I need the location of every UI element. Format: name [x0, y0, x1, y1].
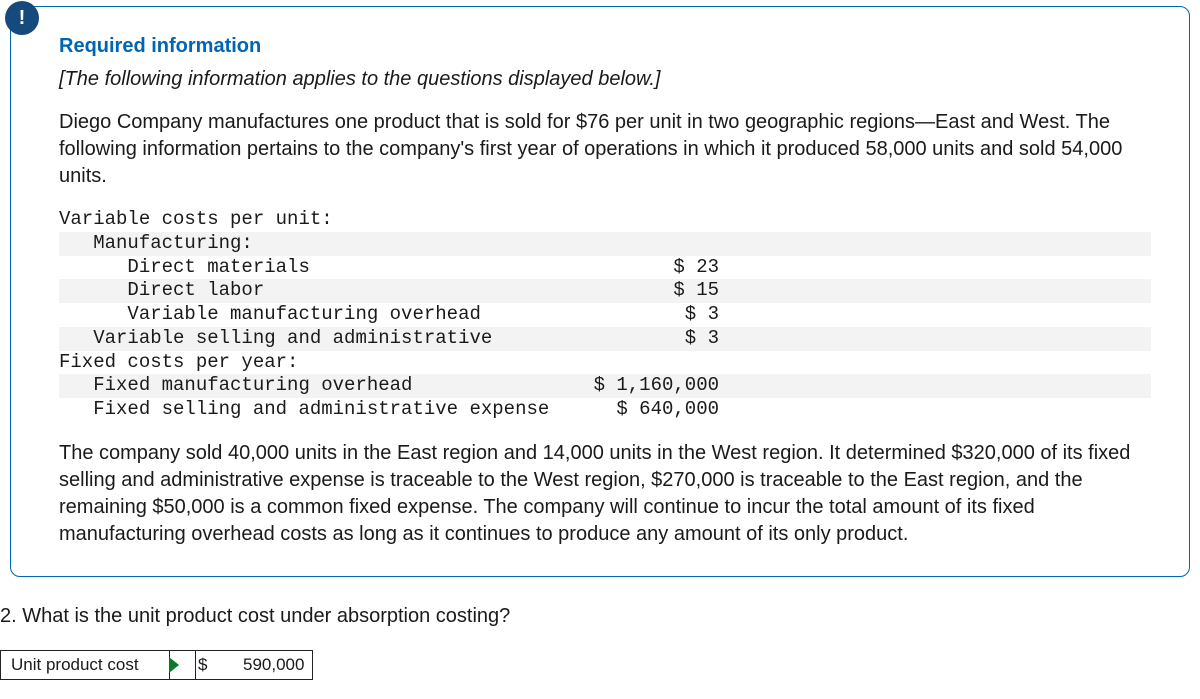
cost-row-label: Manufacturing:	[59, 232, 579, 256]
alert-glyph: !	[19, 8, 26, 28]
cost-row-value	[579, 232, 719, 256]
question-text: 2. What is the unit product cost under a…	[0, 605, 1200, 628]
cost-row-label: Fixed costs per year:	[59, 351, 579, 375]
cost-row-value: $ 23	[579, 256, 719, 280]
cost-row-value: $ 15	[579, 279, 719, 303]
cost-row-label: Variable manufacturing overhead	[59, 303, 579, 327]
info-panel: ! Required information [The following in…	[10, 6, 1190, 577]
cost-row-label: Direct materials	[59, 256, 579, 280]
cost-row-value: $ 640,000	[579, 398, 719, 422]
intro-paragraph: Diego Company manufactures one product t…	[59, 109, 1151, 190]
cost-row-value: $ 3	[579, 303, 719, 327]
cost-row: Direct materials$ 23	[59, 256, 1151, 280]
cost-row: Manufacturing:	[59, 232, 1151, 256]
answer-currency: $	[196, 650, 213, 680]
cost-row-value	[579, 351, 719, 375]
cost-row: Variable manufacturing overhead$ 3	[59, 303, 1151, 327]
cost-row: Direct labor$ 15	[59, 279, 1151, 303]
cost-row-label: Direct labor	[59, 279, 579, 303]
cost-row: Fixed selling and administrative expense…	[59, 398, 1151, 422]
answer-value-input[interactable]: 590,000	[213, 650, 313, 680]
applies-note: [The following information applies to th…	[59, 68, 1151, 91]
cost-row-value: $ 3	[579, 327, 719, 351]
followup-paragraph: The company sold 40,000 units in the Eas…	[59, 440, 1151, 548]
cost-row-label: Variable costs per unit:	[59, 208, 579, 232]
alert-icon: !	[5, 1, 39, 35]
cost-row: Fixed manufacturing overhead$ 1,160,000	[59, 374, 1151, 398]
cost-row: Variable selling and administrative$ 3	[59, 327, 1151, 351]
required-information-heading: Required information	[59, 35, 1151, 58]
cost-row: Fixed costs per year:	[59, 351, 1151, 375]
question-block: 2. What is the unit product cost under a…	[0, 605, 1200, 680]
answer-label: Unit product cost	[0, 650, 170, 680]
cost-row-value	[579, 208, 719, 232]
cost-row-label: Fixed selling and administrative expense	[59, 398, 579, 422]
answer-caret-cell[interactable]	[170, 650, 196, 680]
cost-row-label: Fixed manufacturing overhead	[59, 374, 579, 398]
cost-row: Variable costs per unit:	[59, 208, 1151, 232]
answer-row: Unit product cost $ 590,000	[0, 650, 1200, 680]
cost-row-label: Variable selling and administrative	[59, 327, 579, 351]
caret-right-icon	[169, 657, 179, 673]
cost-table: Variable costs per unit: Manufacturing: …	[59, 208, 1151, 422]
cost-row-value: $ 1,160,000	[579, 374, 719, 398]
